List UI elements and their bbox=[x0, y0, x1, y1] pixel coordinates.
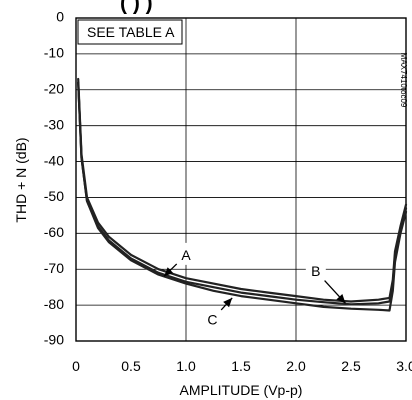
series-line-a bbox=[77, 77, 408, 303]
y-tick-labels: 0 -10 -20 -30 -40 -50 -60 -70 -80 -90 bbox=[44, 9, 64, 348]
chart-title: ( ) ) bbox=[120, 0, 153, 15]
series-label-c: C bbox=[207, 311, 217, 327]
x-tick-label: 0.5 bbox=[121, 358, 141, 374]
series-label-a: A bbox=[181, 247, 191, 263]
series-label-arrowhead bbox=[336, 293, 346, 304]
watermark: MAX7410toc09 bbox=[399, 53, 408, 108]
x-axis-label: AMPLITUDE (Vp-p) bbox=[180, 382, 303, 398]
y-axis-label: THD + N (dB) bbox=[13, 137, 29, 222]
x-tick-label: 1.5 bbox=[231, 358, 251, 374]
series-layer bbox=[77, 77, 408, 312]
series-line-c bbox=[77, 81, 408, 312]
series-label-bg bbox=[202, 307, 223, 330]
annotation-box: SEE TABLE A bbox=[77, 19, 183, 45]
x-tick-label: 2.0 bbox=[286, 358, 306, 374]
annotation-box-text: SEE TABLE A bbox=[87, 24, 175, 40]
y-tick-label: 0 bbox=[56, 9, 64, 25]
series-label-bg bbox=[305, 259, 326, 282]
y-tick-label: -40 bbox=[44, 152, 64, 168]
grid bbox=[76, 18, 406, 341]
y-tick-label: -60 bbox=[44, 224, 64, 240]
y-tick-label: -10 bbox=[44, 45, 64, 61]
y-tick-label: -70 bbox=[44, 260, 64, 276]
x-tick-label: 2.5 bbox=[341, 358, 361, 374]
series-labels: A B C bbox=[163, 242, 346, 330]
plot-frame bbox=[75, 17, 407, 342]
series-label-bg bbox=[176, 242, 196, 265]
series-line-b bbox=[77, 81, 408, 306]
y-tick-label: -90 bbox=[44, 332, 64, 348]
x-tick-label: 1.0 bbox=[176, 358, 196, 374]
series-label-b: B bbox=[311, 263, 320, 279]
y-tick-label: -30 bbox=[44, 116, 64, 132]
series-label-arrowhead bbox=[223, 297, 233, 308]
series-label-arrowhead bbox=[164, 267, 174, 277]
y-tick-label: -20 bbox=[44, 80, 64, 96]
x-tick-label: 0 bbox=[72, 358, 80, 374]
x-tick-label: 3.0 bbox=[396, 358, 412, 374]
y-tick-label: -80 bbox=[44, 296, 64, 312]
y-tick-label: -50 bbox=[44, 188, 64, 204]
x-tick-labels: 0 0.5 1.0 1.5 2.0 2.5 3.0 bbox=[72, 358, 412, 374]
